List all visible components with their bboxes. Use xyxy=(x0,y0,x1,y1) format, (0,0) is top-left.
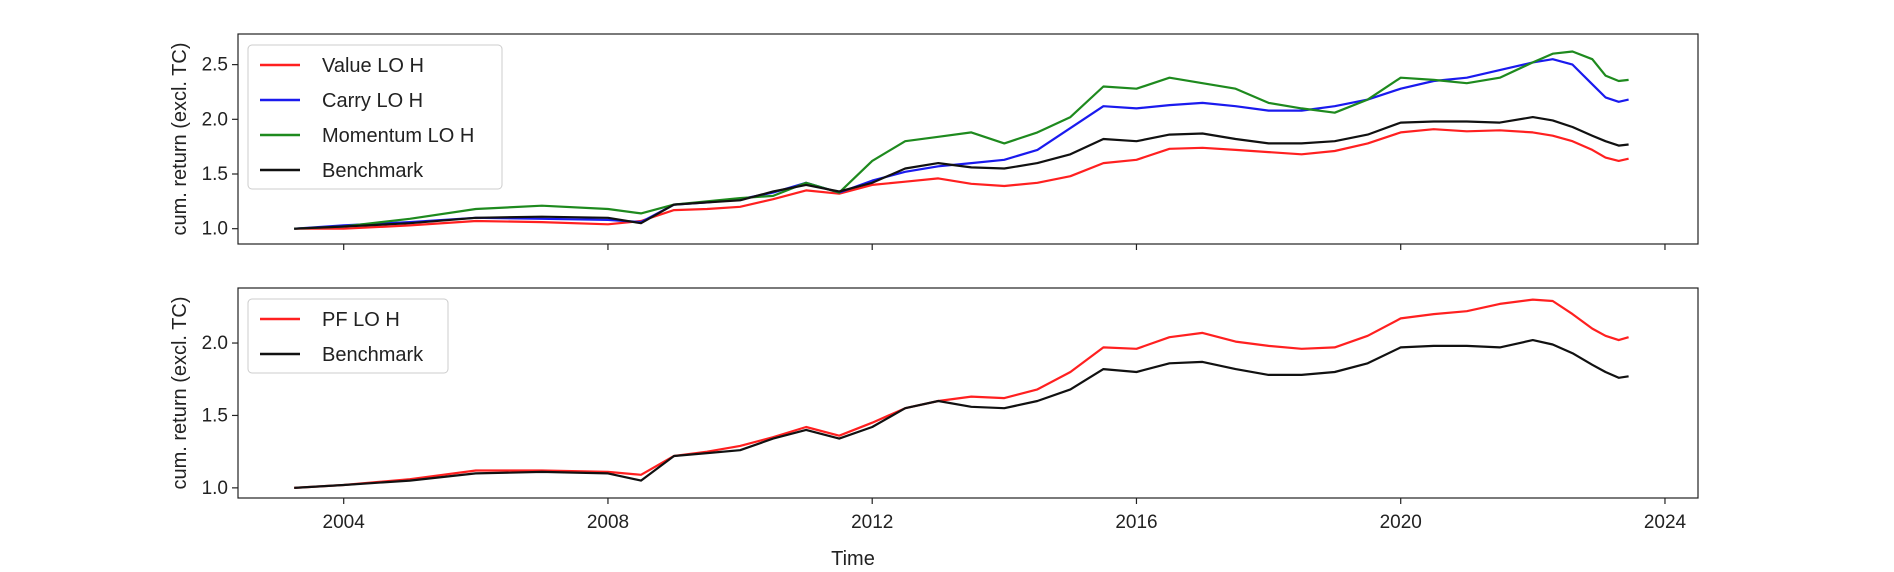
y-tick-label: 2.0 xyxy=(202,333,228,354)
y-axis-label: cum. return (excl. TC) xyxy=(169,43,191,236)
legend-label: Value LO H xyxy=(322,55,424,77)
series-line-value-lo-h xyxy=(294,128,1629,230)
plot-frame xyxy=(237,33,1699,245)
series-line-benchmark xyxy=(294,115,1629,230)
legend-box xyxy=(247,44,503,190)
y-tick-label: 2.0 xyxy=(202,109,228,130)
y-tick-label: 2.5 xyxy=(202,55,228,76)
y-tick-label: 1.0 xyxy=(202,478,228,499)
legend-label: PF LO H xyxy=(322,309,400,331)
x-axis-label: Time xyxy=(831,548,875,570)
legend-label: Benchmark xyxy=(322,344,424,366)
x-tick-label: 2008 xyxy=(587,512,629,533)
y-axis-label: cum. return (excl. TC) xyxy=(169,297,191,490)
y-tick-label: 1.5 xyxy=(202,405,228,426)
legend-label: Momentum LO H xyxy=(322,125,474,147)
series-line-momentum-lo-h xyxy=(294,50,1629,230)
x-tick-label: 2024 xyxy=(1644,512,1687,533)
plot-frame xyxy=(237,287,1699,499)
legend-label: Carry LO H xyxy=(322,90,423,112)
legend: PF LO H Benchmark xyxy=(247,298,449,374)
series-line-benchmark xyxy=(294,339,1629,489)
legend: Value LO H Carry LO H Momentum LO H Benchma… xyxy=(247,44,503,190)
panel-1: 1.0 1.5 2.0 2.5 cum. return (excl. TC) Value … xyxy=(169,33,1699,250)
legend-label: Benchmark xyxy=(322,160,424,182)
x-tick-label: 2020 xyxy=(1380,512,1422,533)
panel-2: 1.0 1.5 2.0 2004 2008 2012 2016 2020 2024 cum. re… xyxy=(169,287,1699,570)
x-tick-label: 2016 xyxy=(1115,512,1157,533)
y-tick-label: 1.5 xyxy=(202,164,228,185)
y-tick-label: 1.0 xyxy=(202,219,228,240)
x-tick-label: 2012 xyxy=(851,512,893,533)
series-line-pf-lo-h xyxy=(294,298,1629,489)
x-tick-label: 2004 xyxy=(323,512,366,533)
